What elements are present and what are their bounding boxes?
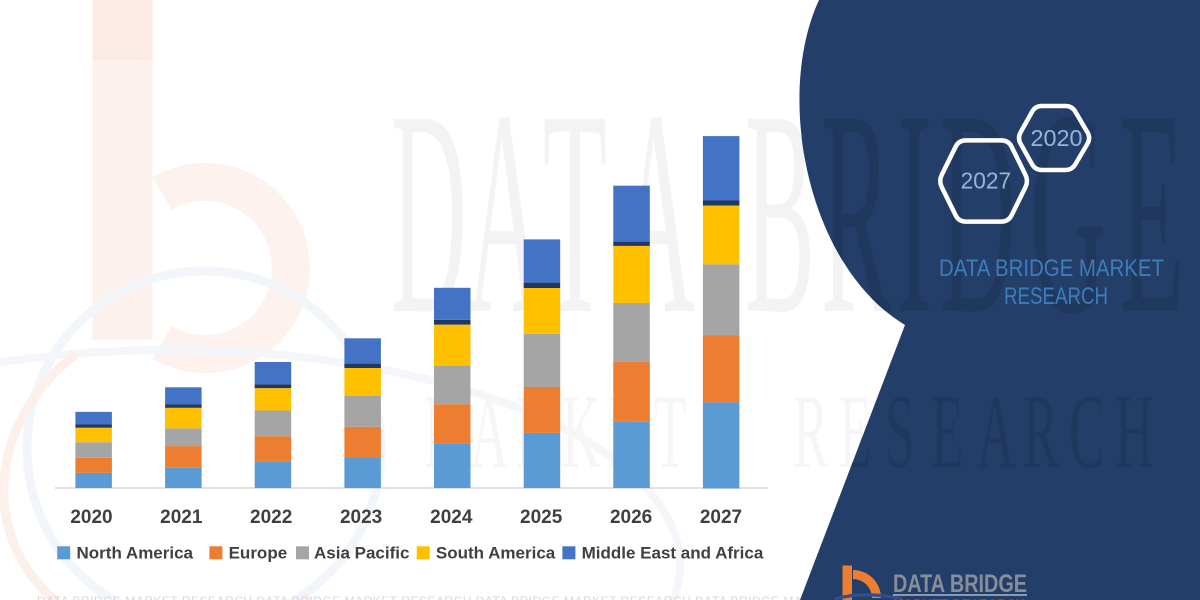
- svg-text:2020: 2020: [1031, 125, 1083, 151]
- svg-text:Middle East and Africa: Middle East and Africa: [582, 544, 764, 563]
- svg-text:DATA BRIDGE: DATA BRIDGE: [893, 570, 1027, 598]
- svg-text:2022: 2022: [250, 507, 292, 528]
- svg-text:2023: 2023: [340, 507, 382, 528]
- svg-text:DATA BRIDGE MARKET: DATA BRIDGE MARKET: [939, 255, 1164, 282]
- svg-text:DATA BRIDGE MARKET RESEARCH DA: DATA BRIDGE MARKET RESEARCH DATA BRIDGE …: [37, 594, 1200, 600]
- svg-text:MARKET RESEARCH: MARKET RESEARCH: [893, 596, 1025, 600]
- svg-text:2027: 2027: [700, 507, 742, 528]
- svg-text:Europe: Europe: [229, 544, 288, 563]
- svg-text:2025: 2025: [520, 507, 563, 528]
- svg-text:South America: South America: [436, 544, 556, 563]
- svg-text:2021: 2021: [160, 507, 203, 528]
- svg-text:2020: 2020: [70, 507, 112, 528]
- svg-text:2027: 2027: [961, 168, 1012, 194]
- svg-text:2024: 2024: [430, 507, 473, 528]
- svg-text:North America: North America: [77, 544, 194, 563]
- svg-text:2026: 2026: [610, 507, 652, 528]
- svg-text:Asia Pacific: Asia Pacific: [314, 544, 409, 563]
- svg-text:RESEARCH: RESEARCH: [1004, 283, 1108, 310]
